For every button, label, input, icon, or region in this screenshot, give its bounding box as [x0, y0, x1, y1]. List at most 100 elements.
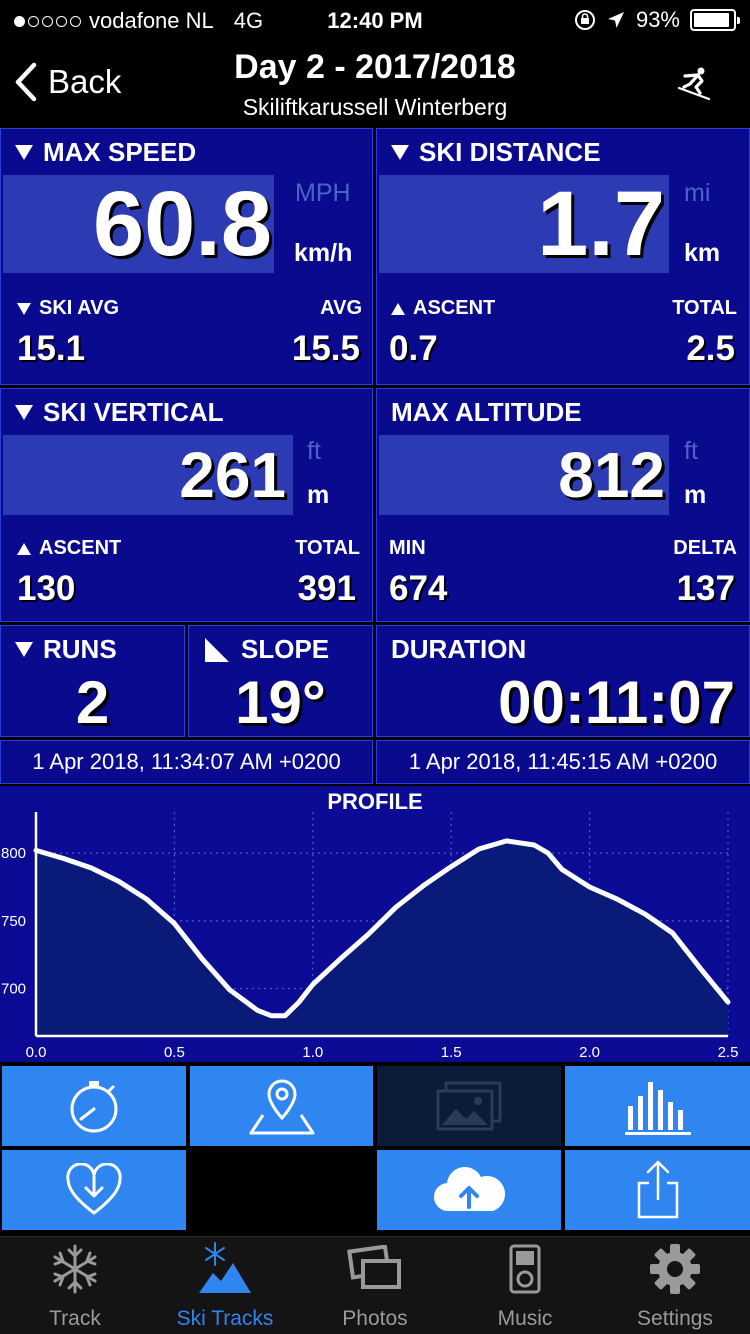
- ski-vertical-tile[interactable]: SKI VERTICAL 261 ft m ASCENT TOTAL 130 3…: [0, 388, 373, 622]
- status-bar: vodafone NL 4G 12:40 PM 93%: [0, 0, 750, 40]
- avg-label: AVG: [320, 297, 362, 319]
- total-label: TOTAL: [295, 537, 360, 559]
- min-label: MIN: [389, 537, 426, 559]
- slope-tile[interactable]: SLOPE 19°: [188, 625, 373, 737]
- ascent-label: ASCENT: [391, 297, 495, 320]
- max-altitude-value: 812: [558, 439, 665, 511]
- photos-button[interactable]: [377, 1066, 561, 1146]
- max-speed-unit[interactable]: km/h: [294, 239, 353, 267]
- max-altitude-header: MAX ALTITUDE: [391, 397, 582, 428]
- x-tick-label: 2.5: [718, 1044, 739, 1061]
- ascent-triangle-icon: [391, 302, 405, 315]
- page-title: Day 2 - 2017/2018: [234, 48, 516, 86]
- map-button[interactable]: [190, 1066, 373, 1146]
- ski-distance-header: SKI DISTANCE: [391, 137, 601, 168]
- ski-distance-label: SKI DISTANCE: [419, 137, 601, 167]
- bar-chart-icon: [624, 1082, 691, 1135]
- stats-button[interactable]: [565, 1066, 750, 1146]
- ascent-distance-value: 0.7: [389, 329, 438, 368]
- runs-value: 2: [75, 669, 110, 736]
- nav-bar: Back Day 2 - 2017/2018 Skiliftkarussell …: [0, 40, 750, 128]
- location-arrow-icon: [607, 12, 624, 28]
- end-date: 1 Apr 2018, 11:45:15 AM +0200: [376, 740, 750, 784]
- ascent-triangle-icon: [17, 542, 31, 555]
- ascent-vertical-value: 130: [17, 569, 76, 608]
- tab-settings[interactable]: Settings: [600, 1237, 750, 1334]
- ski-vertical-unit-alt[interactable]: ft: [307, 437, 321, 465]
- total-vertical-value: 391: [297, 569, 356, 608]
- map-pin-icon: [249, 1079, 314, 1135]
- tab-music[interactable]: Music: [450, 1237, 600, 1334]
- slope-icon: [205, 637, 229, 662]
- upload-button[interactable]: [377, 1150, 561, 1230]
- runs-label: RUNS: [43, 634, 117, 664]
- x-tick-label: 1.0: [302, 1044, 323, 1061]
- chart-title: PROFILE: [327, 789, 422, 814]
- tab-track[interactable]: Track: [0, 1237, 150, 1334]
- battery-percent: 93%: [635, 7, 680, 32]
- back-label: Back: [48, 63, 122, 100]
- max-altitude-unit-alt[interactable]: ft: [684, 437, 698, 465]
- skier-icon[interactable]: [676, 66, 712, 102]
- heart-download-icon: [66, 1163, 122, 1215]
- duration-value: 00:11:07: [498, 669, 735, 736]
- duration-tile[interactable]: DURATION 00:11:07: [376, 625, 750, 737]
- max-altitude-unit[interactable]: m: [684, 481, 707, 509]
- tab-label: Ski Tracks: [176, 1307, 274, 1330]
- slope-header: SLOPE: [203, 634, 329, 665]
- profile-chart[interactable]: PROFILE 0.0 0.5 1.0 1.5 2.0 2.5 800 750 700: [0, 786, 750, 1062]
- max-speed-unit-alt[interactable]: MPH: [295, 179, 351, 207]
- delta-altitude-value: 137: [676, 569, 735, 608]
- x-tick-label: 0.0: [26, 1044, 47, 1061]
- snowflake-icon: [53, 1244, 97, 1294]
- max-altitude-tile[interactable]: MAX ALTITUDE 812 ft m MIN DELTA 674 137: [376, 388, 750, 622]
- y-tick-label: 700: [1, 981, 26, 998]
- photos-tab-icon: [347, 1245, 401, 1289]
- dropdown-triangle-icon: [15, 145, 33, 160]
- tab-label: Track: [49, 1307, 101, 1330]
- y-tick-label: 800: [1, 845, 26, 862]
- ski-distance-unit-alt[interactable]: mi: [684, 179, 711, 207]
- tab-ski-tracks[interactable]: Ski Tracks: [150, 1237, 300, 1334]
- ski-tracks-icon: [199, 1242, 251, 1293]
- signal-strength-icon: [14, 15, 81, 27]
- cloud-upload-icon: [433, 1167, 506, 1212]
- status-time: 12:40 PM: [327, 8, 423, 33]
- tab-photos[interactable]: Photos: [300, 1237, 450, 1334]
- max-speed-tile[interactable]: MAX SPEED 60.8 MPH km/h SKI AVG AVG 15.1…: [0, 128, 373, 385]
- x-tick-label: 2.0: [579, 1044, 600, 1061]
- share-button[interactable]: [565, 1150, 750, 1230]
- share-icon: [637, 1160, 678, 1219]
- ski-distance-tile[interactable]: SKI DISTANCE 1.7 mi km ASCENT TOTAL 0.7 …: [376, 128, 750, 385]
- value-band: [3, 175, 274, 273]
- value-band: [379, 435, 669, 515]
- duration-header: DURATION: [391, 634, 526, 665]
- health-button[interactable]: [2, 1150, 186, 1230]
- status-right: 93%: [574, 7, 740, 33]
- carrier-name: vodafone NL: [89, 8, 214, 33]
- ski-vertical-value: 261: [179, 439, 286, 511]
- profile-area: [36, 840, 728, 1036]
- tab-label: Music: [497, 1307, 553, 1330]
- total-label: TOTAL: [672, 297, 737, 319]
- chevron-left-icon: [15, 62, 37, 102]
- back-button[interactable]: Back: [14, 62, 121, 102]
- tab-bar: Track Ski Tracks Photos: [0, 1236, 750, 1334]
- dropdown-triangle-icon: [17, 302, 31, 315]
- max-speed-value: 60.8: [92, 173, 272, 275]
- tab-label: Settings: [637, 1307, 713, 1330]
- ski-vertical-unit[interactable]: m: [307, 481, 330, 509]
- ski-distance-value: 1.7: [537, 173, 665, 275]
- stopwatch-icon: [70, 1081, 118, 1133]
- ski-vertical-label: SKI VERTICAL: [43, 397, 224, 427]
- dropdown-triangle-icon: [15, 642, 33, 657]
- x-tick-label: 1.5: [441, 1044, 462, 1061]
- runs-tile[interactable]: RUNS 2: [0, 625, 185, 737]
- tab-label: Photos: [342, 1307, 408, 1330]
- x-tick-label: 0.5: [164, 1044, 185, 1061]
- ski-distance-unit[interactable]: km: [684, 239, 721, 267]
- network-type: 4G: [233, 8, 264, 33]
- runs-header: RUNS: [15, 634, 117, 665]
- orientation-lock-icon: [574, 10, 595, 30]
- stopwatch-button[interactable]: [2, 1066, 186, 1146]
